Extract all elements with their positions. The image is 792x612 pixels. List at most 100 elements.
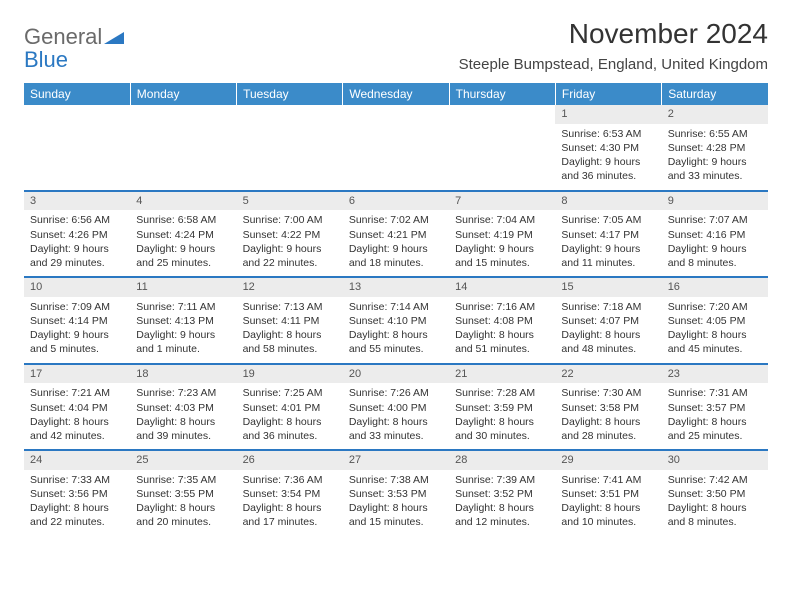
daylight-text: Daylight: 9 hours and 29 minutes. [30,242,124,270]
day-body: Sunrise: 7:38 AMSunset: 3:53 PMDaylight:… [343,471,449,536]
sunset-text: Sunset: 4:21 PM [349,228,443,242]
daylight-text: Daylight: 9 hours and 25 minutes. [136,242,230,270]
daylight-text: Daylight: 8 hours and 51 minutes. [455,328,549,356]
day-number: 16 [662,278,768,298]
sunrise-text: Sunrise: 7:23 AM [136,386,230,400]
sunset-text: Sunset: 4:26 PM [30,228,124,242]
day-body: Sunrise: 7:39 AMSunset: 3:52 PMDaylight:… [449,471,555,536]
calendar-day-cell: 21Sunrise: 7:28 AMSunset: 3:59 PMDayligh… [449,364,555,451]
sunrise-text: Sunrise: 7:16 AM [455,300,549,314]
calendar-day-cell: 30Sunrise: 7:42 AMSunset: 3:50 PMDayligh… [662,450,768,536]
sunset-text: Sunset: 3:59 PM [455,401,549,415]
header: General Blue November 2024 Steeple Bumps… [24,18,768,73]
day-number: 27 [343,451,449,471]
daylight-text: Daylight: 9 hours and 33 minutes. [668,155,762,183]
daylight-text: Daylight: 8 hours and 48 minutes. [561,328,655,356]
daylight-text: Daylight: 8 hours and 15 minutes. [349,501,443,529]
sunset-text: Sunset: 3:56 PM [30,487,124,501]
sunrise-text: Sunrise: 7:13 AM [243,300,337,314]
day-body: Sunrise: 7:21 AMSunset: 4:04 PMDaylight:… [24,384,130,449]
calendar-day-cell: 2Sunrise: 6:55 AMSunset: 4:28 PMDaylight… [662,105,768,191]
day-number: 18 [130,365,236,385]
weekday-header: Sunday [24,83,130,105]
day-body: Sunrise: 7:13 AMSunset: 4:11 PMDaylight:… [237,298,343,363]
day-number: 30 [662,451,768,471]
day-body: Sunrise: 7:02 AMSunset: 4:21 PMDaylight:… [343,211,449,276]
day-body: Sunrise: 7:11 AMSunset: 4:13 PMDaylight:… [130,298,236,363]
day-number: 29 [555,451,661,471]
calendar-day-cell [130,105,236,191]
calendar-week-row: 10Sunrise: 7:09 AMSunset: 4:14 PMDayligh… [24,277,768,364]
sunset-text: Sunset: 3:51 PM [561,487,655,501]
calendar-day-cell: 7Sunrise: 7:04 AMSunset: 4:19 PMDaylight… [449,191,555,278]
sunrise-text: Sunrise: 7:31 AM [668,386,762,400]
day-body: Sunrise: 7:14 AMSunset: 4:10 PMDaylight:… [343,298,449,363]
day-body [130,110,236,118]
day-body: Sunrise: 7:31 AMSunset: 3:57 PMDaylight:… [662,384,768,449]
sunrise-text: Sunrise: 6:53 AM [561,127,655,141]
sunset-text: Sunset: 4:03 PM [136,401,230,415]
calendar-table: Sunday Monday Tuesday Wednesday Thursday… [24,83,768,536]
day-body: Sunrise: 7:18 AMSunset: 4:07 PMDaylight:… [555,298,661,363]
weekday-header: Saturday [662,83,768,105]
sunset-text: Sunset: 3:55 PM [136,487,230,501]
daylight-text: Daylight: 9 hours and 36 minutes. [561,155,655,183]
day-number: 28 [449,451,555,471]
daylight-text: Daylight: 8 hours and 30 minutes. [455,415,549,443]
daylight-text: Daylight: 9 hours and 11 minutes. [561,242,655,270]
calendar-day-cell: 3Sunrise: 6:56 AMSunset: 4:26 PMDaylight… [24,191,130,278]
sunset-text: Sunset: 4:10 PM [349,314,443,328]
calendar-day-cell: 9Sunrise: 7:07 AMSunset: 4:16 PMDaylight… [662,191,768,278]
calendar-day-cell: 12Sunrise: 7:13 AMSunset: 4:11 PMDayligh… [237,277,343,364]
calendar-day-cell: 1Sunrise: 6:53 AMSunset: 4:30 PMDaylight… [555,105,661,191]
day-number: 4 [130,192,236,212]
weekday-header-row: Sunday Monday Tuesday Wednesday Thursday… [24,83,768,105]
sunrise-text: Sunrise: 7:39 AM [455,473,549,487]
daylight-text: Daylight: 8 hours and 12 minutes. [455,501,549,529]
daylight-text: Daylight: 8 hours and 36 minutes. [243,415,337,443]
daylight-text: Daylight: 8 hours and 17 minutes. [243,501,337,529]
day-body: Sunrise: 7:20 AMSunset: 4:05 PMDaylight:… [662,298,768,363]
sunset-text: Sunset: 4:28 PM [668,141,762,155]
day-number: 9 [662,192,768,212]
calendar-week-row: 24Sunrise: 7:33 AMSunset: 3:56 PMDayligh… [24,450,768,536]
calendar-day-cell: 16Sunrise: 7:20 AMSunset: 4:05 PMDayligh… [662,277,768,364]
calendar-day-cell: 6Sunrise: 7:02 AMSunset: 4:21 PMDaylight… [343,191,449,278]
day-number: 26 [237,451,343,471]
logo-word-blue: Blue [24,47,68,72]
logo-word-general: General [24,24,102,49]
location: Steeple Bumpstead, England, United Kingd… [459,56,768,73]
daylight-text: Daylight: 8 hours and 45 minutes. [668,328,762,356]
day-number: 13 [343,278,449,298]
calendar-day-cell: 24Sunrise: 7:33 AMSunset: 3:56 PMDayligh… [24,450,130,536]
day-body [237,110,343,118]
logo-text-block: General Blue [24,26,124,72]
sunrise-text: Sunrise: 7:33 AM [30,473,124,487]
calendar-day-cell: 19Sunrise: 7:25 AMSunset: 4:01 PMDayligh… [237,364,343,451]
day-body: Sunrise: 7:26 AMSunset: 4:00 PMDaylight:… [343,384,449,449]
day-body: Sunrise: 7:35 AMSunset: 3:55 PMDaylight:… [130,471,236,536]
calendar-day-cell [237,105,343,191]
calendar-day-cell: 27Sunrise: 7:38 AMSunset: 3:53 PMDayligh… [343,450,449,536]
daylight-text: Daylight: 9 hours and 22 minutes. [243,242,337,270]
sunrise-text: Sunrise: 6:58 AM [136,213,230,227]
day-body: Sunrise: 7:28 AMSunset: 3:59 PMDaylight:… [449,384,555,449]
sunrise-text: Sunrise: 7:05 AM [561,213,655,227]
sunrise-text: Sunrise: 7:26 AM [349,386,443,400]
sunset-text: Sunset: 4:17 PM [561,228,655,242]
daylight-text: Daylight: 8 hours and 33 minutes. [349,415,443,443]
sunset-text: Sunset: 4:24 PM [136,228,230,242]
logo: General Blue [24,18,124,72]
sunrise-text: Sunrise: 6:55 AM [668,127,762,141]
day-body: Sunrise: 7:09 AMSunset: 4:14 PMDaylight:… [24,298,130,363]
day-body: Sunrise: 6:55 AMSunset: 4:28 PMDaylight:… [662,125,768,190]
day-body: Sunrise: 7:23 AMSunset: 4:03 PMDaylight:… [130,384,236,449]
calendar-day-cell: 11Sunrise: 7:11 AMSunset: 4:13 PMDayligh… [130,277,236,364]
calendar-day-cell [24,105,130,191]
calendar-day-cell: 20Sunrise: 7:26 AMSunset: 4:00 PMDayligh… [343,364,449,451]
sunrise-text: Sunrise: 7:28 AM [455,386,549,400]
calendar-day-cell: 10Sunrise: 7:09 AMSunset: 4:14 PMDayligh… [24,277,130,364]
day-number: 15 [555,278,661,298]
calendar-week-row: 3Sunrise: 6:56 AMSunset: 4:26 PMDaylight… [24,191,768,278]
sunrise-text: Sunrise: 7:09 AM [30,300,124,314]
